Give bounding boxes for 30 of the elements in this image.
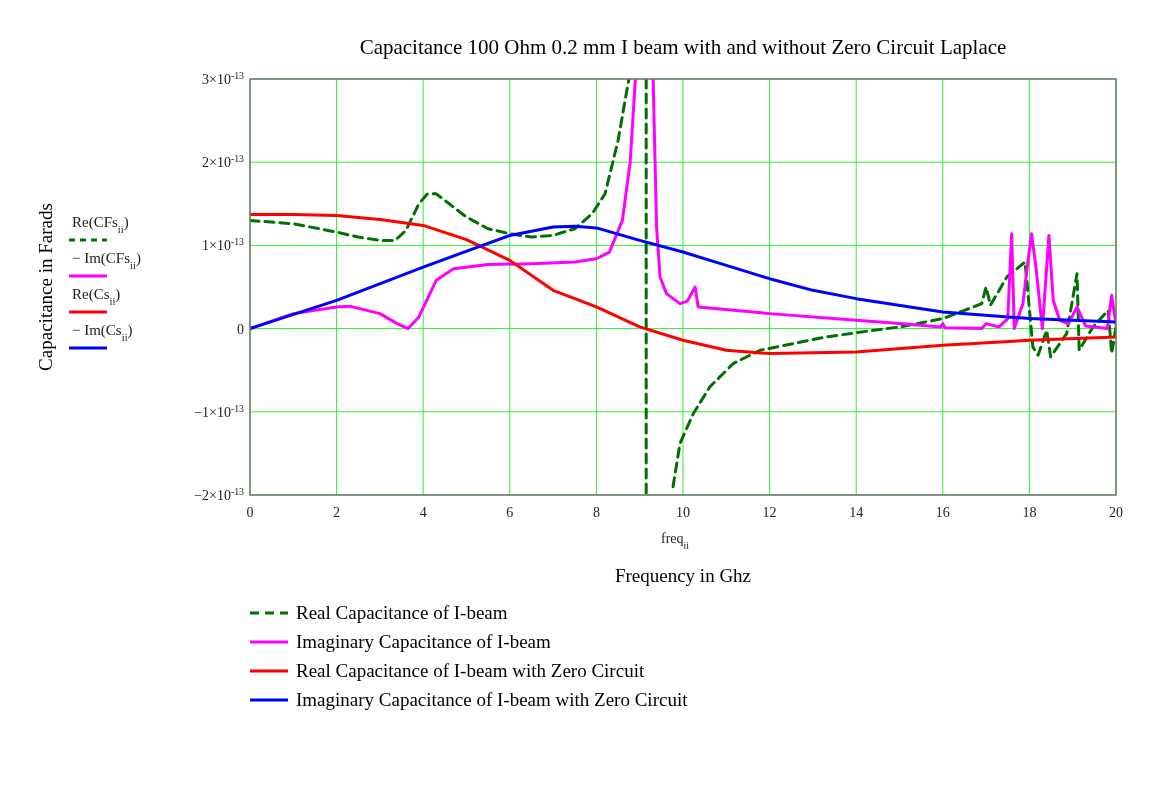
y-tick-label: −2×10$^{-13}$ bbox=[194, 485, 245, 503]
x-tick-label: 6 bbox=[506, 505, 514, 520]
x-tick-label: 4 bbox=[419, 505, 427, 520]
text: Re(CFs$_{ii}$) bbox=[72, 214, 129, 235]
y-tick-label: 1×10$^{-13}$ bbox=[202, 235, 245, 254]
text: Re(Cs$_{ii}$) bbox=[72, 286, 121, 307]
legend-label: Imaginary Capacitance of I-beam bbox=[296, 631, 551, 652]
text: − Im(Cs$_{ii}$) bbox=[72, 322, 133, 343]
x-tick-label: 14 bbox=[849, 505, 864, 520]
x-tick-label: 20 bbox=[1109, 505, 1123, 520]
line-series bbox=[250, 213, 1116, 356]
text: freq$_{ii}$ bbox=[661, 531, 690, 551]
x-axis-title: Frequency in Ghz bbox=[614, 565, 752, 586]
y-tick-label: 0 bbox=[237, 321, 244, 337]
x-tick-label: 10 bbox=[676, 505, 690, 520]
chart-title: Capacitance 100 Ohm 0.2 mm I beam with and without Zero Circuit Laplace bbox=[359, 35, 1007, 59]
y-tick-label: 2×10$^{-13}$ bbox=[202, 152, 245, 171]
x-tick-label: 2 bbox=[333, 505, 341, 520]
legend-label: Real Capacitance of I-beam with Zero Circuit bbox=[296, 660, 645, 681]
legend-label: Imaginary Capacitance of I-beam with Zero Circuit bbox=[296, 689, 689, 710]
line-series bbox=[250, 224, 1116, 331]
y-tick-label: 3×10$^{-13}$ bbox=[202, 69, 245, 87]
text: − Im(CFs$_{ii}$) bbox=[72, 250, 141, 271]
legend-label: Real Capacitance of I-beam bbox=[296, 602, 508, 623]
text: Capacitance in Farads bbox=[35, 203, 56, 371]
x-tick-label: 18 bbox=[1022, 505, 1037, 520]
x-tick-label: 16 bbox=[935, 505, 950, 520]
y-tick-label: −1×10$^{-13}$ bbox=[194, 402, 245, 420]
x-tick-label: 12 bbox=[762, 505, 777, 520]
x-tick-label: 8 bbox=[592, 505, 600, 520]
